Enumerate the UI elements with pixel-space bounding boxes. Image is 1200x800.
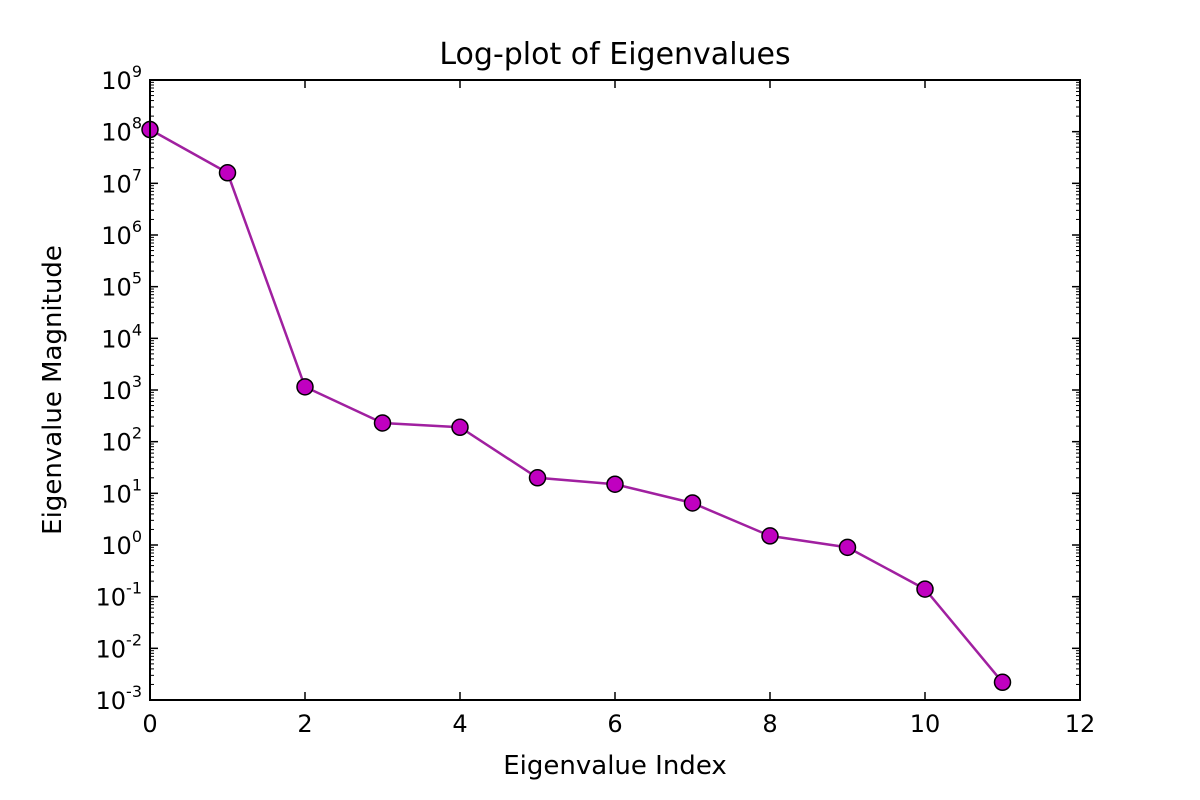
y-tick-label: 106 [101,217,142,250]
data-point [838,538,857,557]
x-tick-label: 2 [297,710,312,738]
x-tick-label: 8 [762,710,777,738]
y-tick-label: 10-3 [96,682,143,715]
y-tick-label: 10-1 [96,579,143,612]
plot-frame [149,79,1081,701]
y-tick-label: 10-2 [96,630,143,663]
data-point [606,475,624,493]
y-tick-label: 101 [101,475,142,508]
data-point [761,527,779,545]
x-tick-label: 0 [142,710,157,738]
x-tick-label: 12 [1065,710,1096,738]
data-point [218,164,237,182]
data-point [993,673,1012,692]
data-point [451,418,469,437]
data-point [916,580,934,598]
tick-labels: 0 2 4 6 8 10 12 10-3 10-2 10-1 100 101 102 103 104 105 1… [96,62,1096,738]
y-tick-label: 102 [101,424,142,457]
data-point [296,378,314,396]
x-tick-label: 6 [607,710,622,738]
y-tick-label: 108 [101,114,142,147]
data-point [373,414,392,432]
y-axis-label: Eigenvalue Magnitude [38,245,68,535]
data-point [683,494,702,512]
y-tick-label: 103 [101,372,142,405]
data-series [141,120,1012,692]
x-tick-label: 10 [910,710,941,738]
y-tick-label: 105 [101,269,142,302]
y-tick-label: 100 [101,527,142,560]
y-tick-label: 107 [101,165,142,198]
y-tick-label: 109 [101,62,142,95]
series-line [149,128,1004,684]
chart-title: Log-plot of Eigenvalues [439,37,790,72]
x-axis-label: Eigenvalue Index [503,751,727,781]
x-tick-label: 4 [452,710,467,738]
data-point [528,469,547,487]
y-tick-label: 104 [101,320,142,353]
